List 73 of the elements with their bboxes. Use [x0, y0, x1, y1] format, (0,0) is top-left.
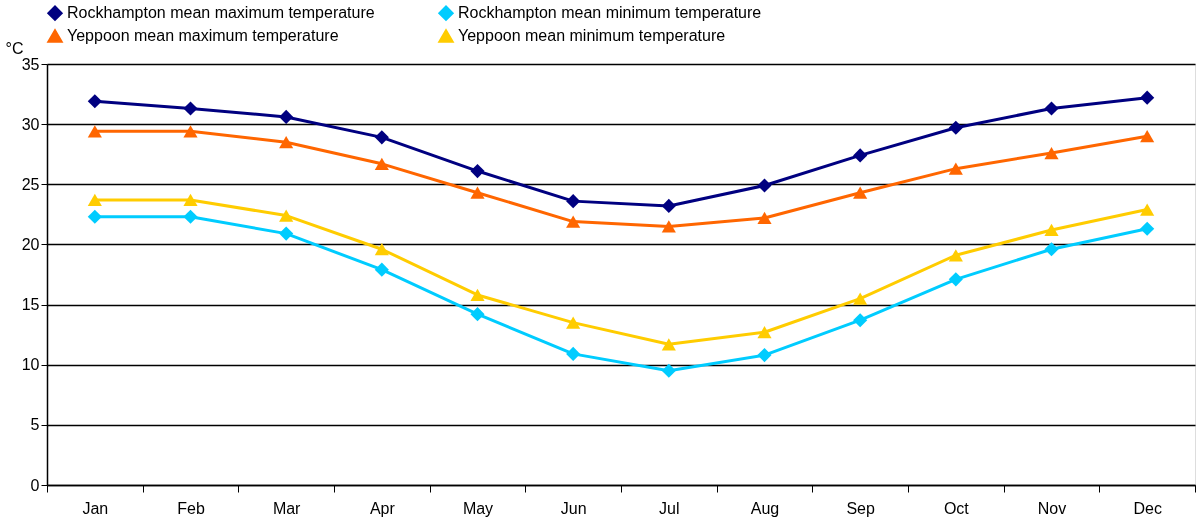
- point: [1140, 221, 1155, 236]
- x-tick-label: Apr: [369, 499, 396, 517]
- point: [279, 226, 294, 241]
- legend-label: Yeppoon mean maximum temperature: [67, 27, 339, 44]
- point: [948, 120, 963, 135]
- y-tick-label: 0: [30, 476, 40, 494]
- point: [183, 125, 198, 138]
- y-tick-label: 5: [30, 416, 40, 434]
- x-tick-label: Jul: [659, 499, 680, 517]
- point: [374, 243, 389, 256]
- point: [757, 178, 772, 193]
- point: [566, 194, 581, 209]
- x-tick-label: May: [462, 499, 494, 517]
- point: [279, 136, 294, 149]
- point: [374, 262, 389, 277]
- point: [1140, 203, 1155, 216]
- x-tick-label: Mar: [272, 499, 302, 517]
- point: [470, 186, 485, 199]
- y-tick-label: 25: [21, 175, 40, 193]
- x-tick-label: Sep: [846, 499, 875, 517]
- point: [374, 157, 389, 170]
- point: [87, 193, 102, 207]
- point: [853, 186, 868, 199]
- point: [566, 346, 581, 361]
- x-tick-label: Feb: [177, 499, 205, 517]
- point: [279, 109, 294, 124]
- point: [1044, 242, 1059, 257]
- point: [948, 272, 963, 287]
- point: [661, 363, 676, 378]
- x-tick-label: Jan: [82, 499, 109, 517]
- point: [87, 125, 102, 138]
- point: [183, 209, 198, 224]
- point: [757, 326, 772, 339]
- point: [1044, 101, 1059, 116]
- legend-label: Yeppoon mean minimum temperature: [458, 27, 726, 44]
- y-tick-label: 35: [21, 55, 40, 73]
- point: [853, 313, 868, 328]
- x-tick-label: Nov: [1037, 499, 1067, 517]
- x-tick-label: Jun: [560, 499, 587, 517]
- point: [853, 292, 868, 305]
- point: [853, 148, 868, 163]
- point: [661, 220, 676, 233]
- point: [1140, 130, 1155, 143]
- point: [757, 348, 772, 363]
- point: [948, 249, 963, 262]
- y-tick-label: 15: [21, 296, 40, 314]
- point: [948, 162, 963, 175]
- point: [1044, 146, 1059, 160]
- legend-label: Rockhampton mean maximum temperature: [67, 4, 375, 22]
- point: [183, 101, 198, 116]
- y-tick-label: 10: [21, 356, 40, 374]
- x-tick-label: Oct: [943, 499, 970, 517]
- x-tick-label: Dec: [1133, 499, 1162, 517]
- point: [470, 288, 485, 302]
- legend-label: Rockhampton mean minimum temperature: [458, 4, 762, 22]
- point: [183, 193, 198, 207]
- point: [470, 163, 485, 179]
- y-axis-title: °C: [5, 39, 24, 57]
- y-tick-label: 20: [21, 235, 40, 253]
- point: [661, 198, 676, 214]
- point: [470, 307, 485, 322]
- point: [87, 94, 102, 109]
- point: [566, 215, 581, 228]
- y-tick-label: 30: [21, 115, 40, 133]
- point: [566, 316, 581, 329]
- point: [87, 209, 102, 224]
- point: [661, 338, 676, 351]
- point: [757, 211, 772, 225]
- point: [279, 209, 294, 222]
- x-tick-label: Aug: [750, 499, 780, 517]
- point: [374, 130, 389, 145]
- point: [1044, 223, 1059, 237]
- point: [1140, 90, 1155, 105]
